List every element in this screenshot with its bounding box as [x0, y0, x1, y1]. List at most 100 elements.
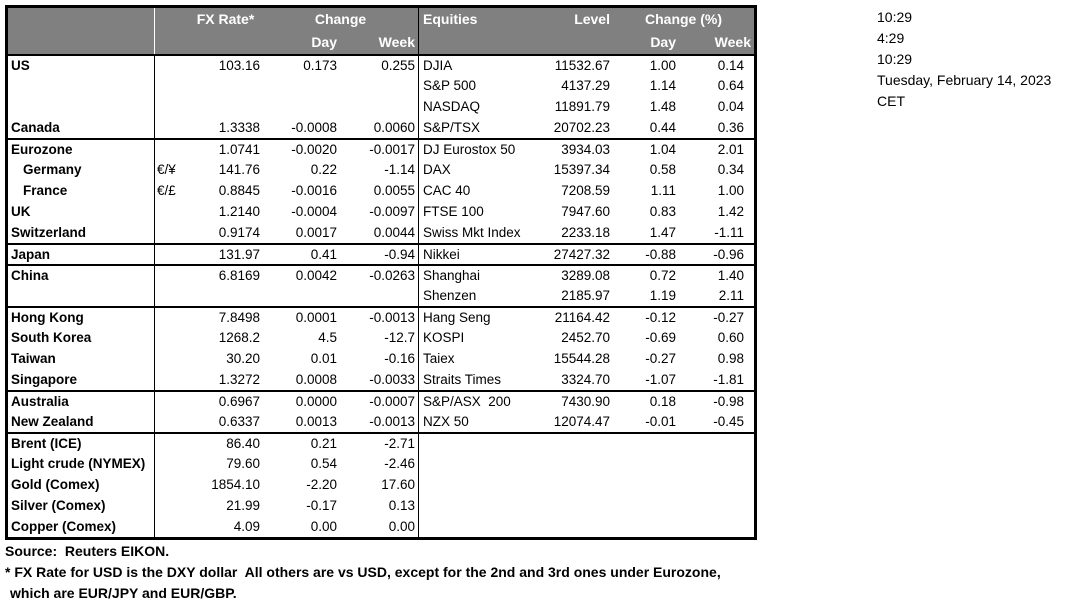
- equity-week-change-cell: -0.96: [713, 247, 744, 262]
- fx-week-change-cell: -0.94: [384, 247, 415, 262]
- fx-rate-cell: 6.8169: [218, 268, 260, 283]
- fx-day-change-cell: [263, 75, 340, 96]
- equity-level-cell: 20702.23: [553, 120, 610, 135]
- fx-pair-symbol-cell: [155, 245, 188, 264]
- fx-country-cell: [8, 75, 155, 96]
- fx-day-change-cell: [263, 96, 340, 117]
- fx-rate-cell: [188, 285, 263, 306]
- fx-week-change-cell: 0.255: [381, 58, 415, 73]
- fx-week-change-cell: -0.0013: [369, 310, 415, 325]
- equity-name-cell: Taiex: [418, 348, 548, 369]
- table-row: Brent (ICE) 86.40 0.21 -2.71: [8, 432, 754, 453]
- equity-week-change-cell: -1.11: [714, 225, 744, 240]
- table-row: Gold (Comex) 1854.10 -2.20 17.60: [8, 474, 754, 495]
- table-row: New Zealand 0.6337 0.0013 -0.0013 NZX 50…: [8, 411, 754, 432]
- table-row: Japan 131.97 0.41 -0.94 Nikkei 27427.32 …: [8, 243, 754, 264]
- equity-name-cell: S&P/ASX 200: [418, 392, 548, 411]
- table-row: Australia 0.6967 0.0000 -0.0007 S&P/ASX …: [8, 390, 754, 411]
- equity-level-cell: 2233.18: [561, 225, 610, 240]
- fx-country-cell: UK: [8, 201, 155, 222]
- fx-day-change-cell: 0.0001: [295, 310, 337, 325]
- equity-level-cell: 2452.70: [561, 330, 610, 345]
- equity-level-cell: 21164.42: [554, 310, 610, 325]
- fx-week-change-cell: 0.00: [388, 519, 415, 534]
- header-country-spacer: [8, 8, 155, 31]
- equity-name-cell: [418, 474, 548, 495]
- fx-day-change-cell: 0.173: [303, 58, 337, 73]
- fx-pair-symbol-cell: [155, 75, 188, 96]
- table-row: Silver (Comex) 21.99 -0.17 0.13: [8, 495, 754, 516]
- fx-rate-cell: [188, 96, 263, 117]
- equity-week-change-cell: -0.27: [713, 310, 744, 325]
- equity-level-cell: [548, 474, 613, 495]
- fx-rate-cell: 103.16: [218, 58, 260, 73]
- table-row: Shenzen 2185.97 1.19 2.11: [8, 285, 754, 306]
- fx-day-change-cell: [263, 285, 340, 306]
- fx-change-header: Change: [314, 11, 367, 27]
- equity-name-cell: NZX 50: [418, 411, 548, 432]
- equity-level-cell: 15397.34: [553, 162, 610, 177]
- fx-rate-cell: 1854.10: [211, 477, 260, 492]
- fx-day-header: Day: [311, 34, 337, 50]
- table-row: Singapore 1.3272 0.0008 -0.0033 Straits …: [8, 369, 754, 390]
- fx-rate-cell: 0.6337: [218, 414, 260, 429]
- table-body: US 103.16 0.173 0.255 DJIA 11532.67 1.00…: [8, 54, 754, 537]
- timestamp-tertiary: 10:29: [877, 51, 913, 67]
- fx-pair-symbol-cell: [155, 96, 188, 117]
- fx-day-change-cell: 0.0013: [295, 414, 337, 429]
- fx-rate-cell: 0.6967: [218, 394, 260, 409]
- equity-day-change-cell: 1.14: [649, 78, 676, 93]
- equity-level-cell: 15544.28: [553, 351, 610, 366]
- table-row: Hong Kong 7.8498 0.0001 -0.0013 Hang Sen…: [8, 306, 754, 327]
- fx-day-change-cell: 0.00: [310, 519, 337, 534]
- fx-country-cell: US: [8, 56, 155, 75]
- fx-pair-symbol-cell: [155, 369, 188, 390]
- equity-week-change-cell: [679, 474, 754, 495]
- fx-country-cell: Hong Kong: [8, 308, 155, 327]
- fx-week-change-cell: [340, 75, 418, 96]
- fx-week-change-cell: 0.13: [388, 498, 415, 513]
- fx-pair-symbol-cell: [155, 474, 188, 495]
- fx-country-cell: Australia: [8, 392, 155, 411]
- fx-rate-cell: 7.8498: [218, 310, 260, 325]
- fx-week-change-cell: -0.0017: [369, 142, 415, 157]
- equities-day-header: Day: [650, 34, 676, 50]
- fx-rate-cell: 30.20: [226, 351, 260, 366]
- equity-day-change-cell: 0.58: [649, 162, 676, 177]
- fx-pair-symbol-cell: [155, 495, 188, 516]
- fx-pair-symbol-cell: €/¥: [157, 162, 176, 177]
- fx-rate-cell: [188, 75, 263, 96]
- table-row: Light crude (NYMEX) 79.60 0.54 -2.46: [8, 453, 754, 474]
- fx-country-cell: Copper (Comex): [8, 516, 155, 537]
- fx-rate-subspacer: [188, 31, 263, 54]
- fx-day-change-cell: -0.17: [306, 498, 337, 513]
- fx-week-change-cell: 17.60: [381, 477, 415, 492]
- equity-day-change-cell: 0.44: [649, 120, 676, 135]
- equity-day-change-cell: 0.83: [649, 204, 676, 219]
- table-row: China 6.8169 0.0042 -0.0263 Shanghai 328…: [8, 264, 754, 285]
- fx-pair-symbol-cell: [155, 285, 188, 306]
- equity-week-change-cell: -1.81: [713, 372, 744, 387]
- fx-rate-cell: 21.99: [226, 498, 260, 513]
- table-header: FX Rate* Change Equities Level Change (%…: [8, 8, 754, 54]
- fx-rate-cell: 131.97: [218, 247, 260, 262]
- equities-header: Equities: [418, 8, 548, 31]
- market-summary-table: FX Rate* Change Equities Level Change (%…: [5, 5, 757, 540]
- equity-day-change-cell: -0.12: [645, 310, 676, 325]
- date-label: Tuesday, February 14, 2023: [877, 72, 1052, 88]
- equity-name-cell: Swiss Mkt Index: [418, 222, 548, 243]
- fx-week-change-cell: [340, 96, 418, 117]
- equity-day-change-cell: [613, 516, 679, 537]
- fx-day-change-cell: 0.0000: [295, 394, 337, 409]
- fx-pair-symbol-cell: [155, 348, 188, 369]
- fx-week-change-cell: -0.0263: [369, 268, 415, 283]
- equity-level-cell: 7947.60: [561, 204, 610, 219]
- fx-country-cell: Silver (Comex): [8, 495, 155, 516]
- equity-level-cell: 27427.32: [553, 247, 610, 262]
- equity-week-change-cell: 0.60: [717, 330, 744, 345]
- equity-week-change-cell: [679, 434, 754, 453]
- fx-day-change-cell: -2.20: [306, 477, 337, 492]
- table-row: Canada 1.3338 -0.0008 0.0060 S&P/TSX 207…: [8, 117, 754, 138]
- fx-week-change-cell: -0.0097: [369, 204, 415, 219]
- fx-day-change-cell: 4.5: [318, 330, 337, 345]
